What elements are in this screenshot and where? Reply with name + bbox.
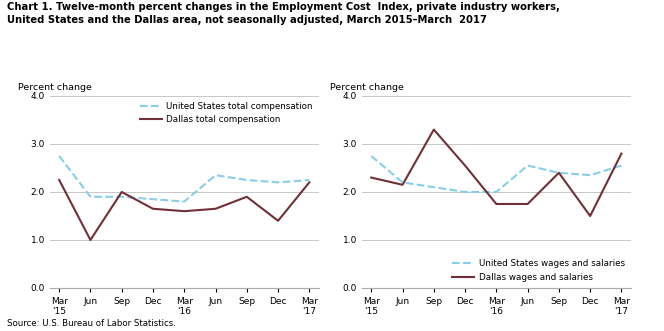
United States total compensation bbox=[181, 200, 189, 204]
United States wages and salaries bbox=[618, 164, 625, 167]
Dallas wages and salaries bbox=[586, 214, 594, 218]
Dallas total compensation bbox=[118, 190, 125, 194]
Dallas wages and salaries bbox=[430, 128, 438, 132]
Dallas wages and salaries bbox=[461, 164, 469, 167]
Text: Percent change: Percent change bbox=[17, 83, 92, 92]
United States total compensation bbox=[55, 154, 63, 158]
United States total compensation bbox=[149, 197, 157, 201]
Dallas total compensation bbox=[305, 180, 313, 184]
Dallas wages and salaries bbox=[398, 183, 406, 187]
United States wages and salaries bbox=[586, 173, 594, 177]
United States total compensation bbox=[118, 195, 125, 199]
Dallas wages and salaries bbox=[618, 152, 625, 156]
Line: United States wages and salaries: United States wages and salaries bbox=[371, 156, 622, 192]
United States total compensation bbox=[243, 178, 251, 182]
Dallas wages and salaries bbox=[493, 202, 501, 206]
United States total compensation bbox=[305, 178, 313, 182]
Dallas wages and salaries bbox=[367, 175, 375, 179]
Dallas total compensation bbox=[243, 195, 251, 199]
Dallas total compensation bbox=[181, 209, 189, 213]
United States wages and salaries bbox=[367, 154, 375, 158]
Dallas total compensation bbox=[274, 219, 282, 223]
United States total compensation bbox=[274, 180, 282, 184]
Line: Dallas total compensation: Dallas total compensation bbox=[59, 180, 309, 240]
United States wages and salaries bbox=[430, 185, 438, 189]
Dallas wages and salaries bbox=[555, 171, 563, 175]
United States total compensation bbox=[212, 173, 220, 177]
Legend: United States total compensation, Dallas total compensation: United States total compensation, Dallas… bbox=[138, 100, 314, 126]
Dallas total compensation bbox=[55, 178, 63, 182]
United States wages and salaries bbox=[461, 190, 469, 194]
Line: United States total compensation: United States total compensation bbox=[59, 156, 309, 202]
United States total compensation bbox=[86, 195, 94, 199]
United States wages and salaries bbox=[493, 190, 501, 194]
Text: Chart 1. Twelve-month percent changes in the Employment Cost  Index, private ind: Chart 1. Twelve-month percent changes in… bbox=[7, 2, 560, 25]
Dallas total compensation bbox=[212, 207, 220, 211]
Text: Percent change: Percent change bbox=[329, 83, 404, 92]
Text: Source: U.S. Bureau of Labor Statistics.: Source: U.S. Bureau of Labor Statistics. bbox=[7, 319, 175, 328]
Dallas wages and salaries bbox=[524, 202, 532, 206]
Dallas total compensation bbox=[149, 207, 157, 211]
United States wages and salaries bbox=[555, 171, 563, 175]
United States wages and salaries bbox=[524, 164, 532, 167]
Dallas total compensation bbox=[86, 238, 94, 242]
United States wages and salaries bbox=[398, 180, 406, 184]
Legend: United States wages and salaries, Dallas wages and salaries: United States wages and salaries, Dallas… bbox=[451, 258, 626, 284]
Line: Dallas wages and salaries: Dallas wages and salaries bbox=[371, 130, 622, 216]
